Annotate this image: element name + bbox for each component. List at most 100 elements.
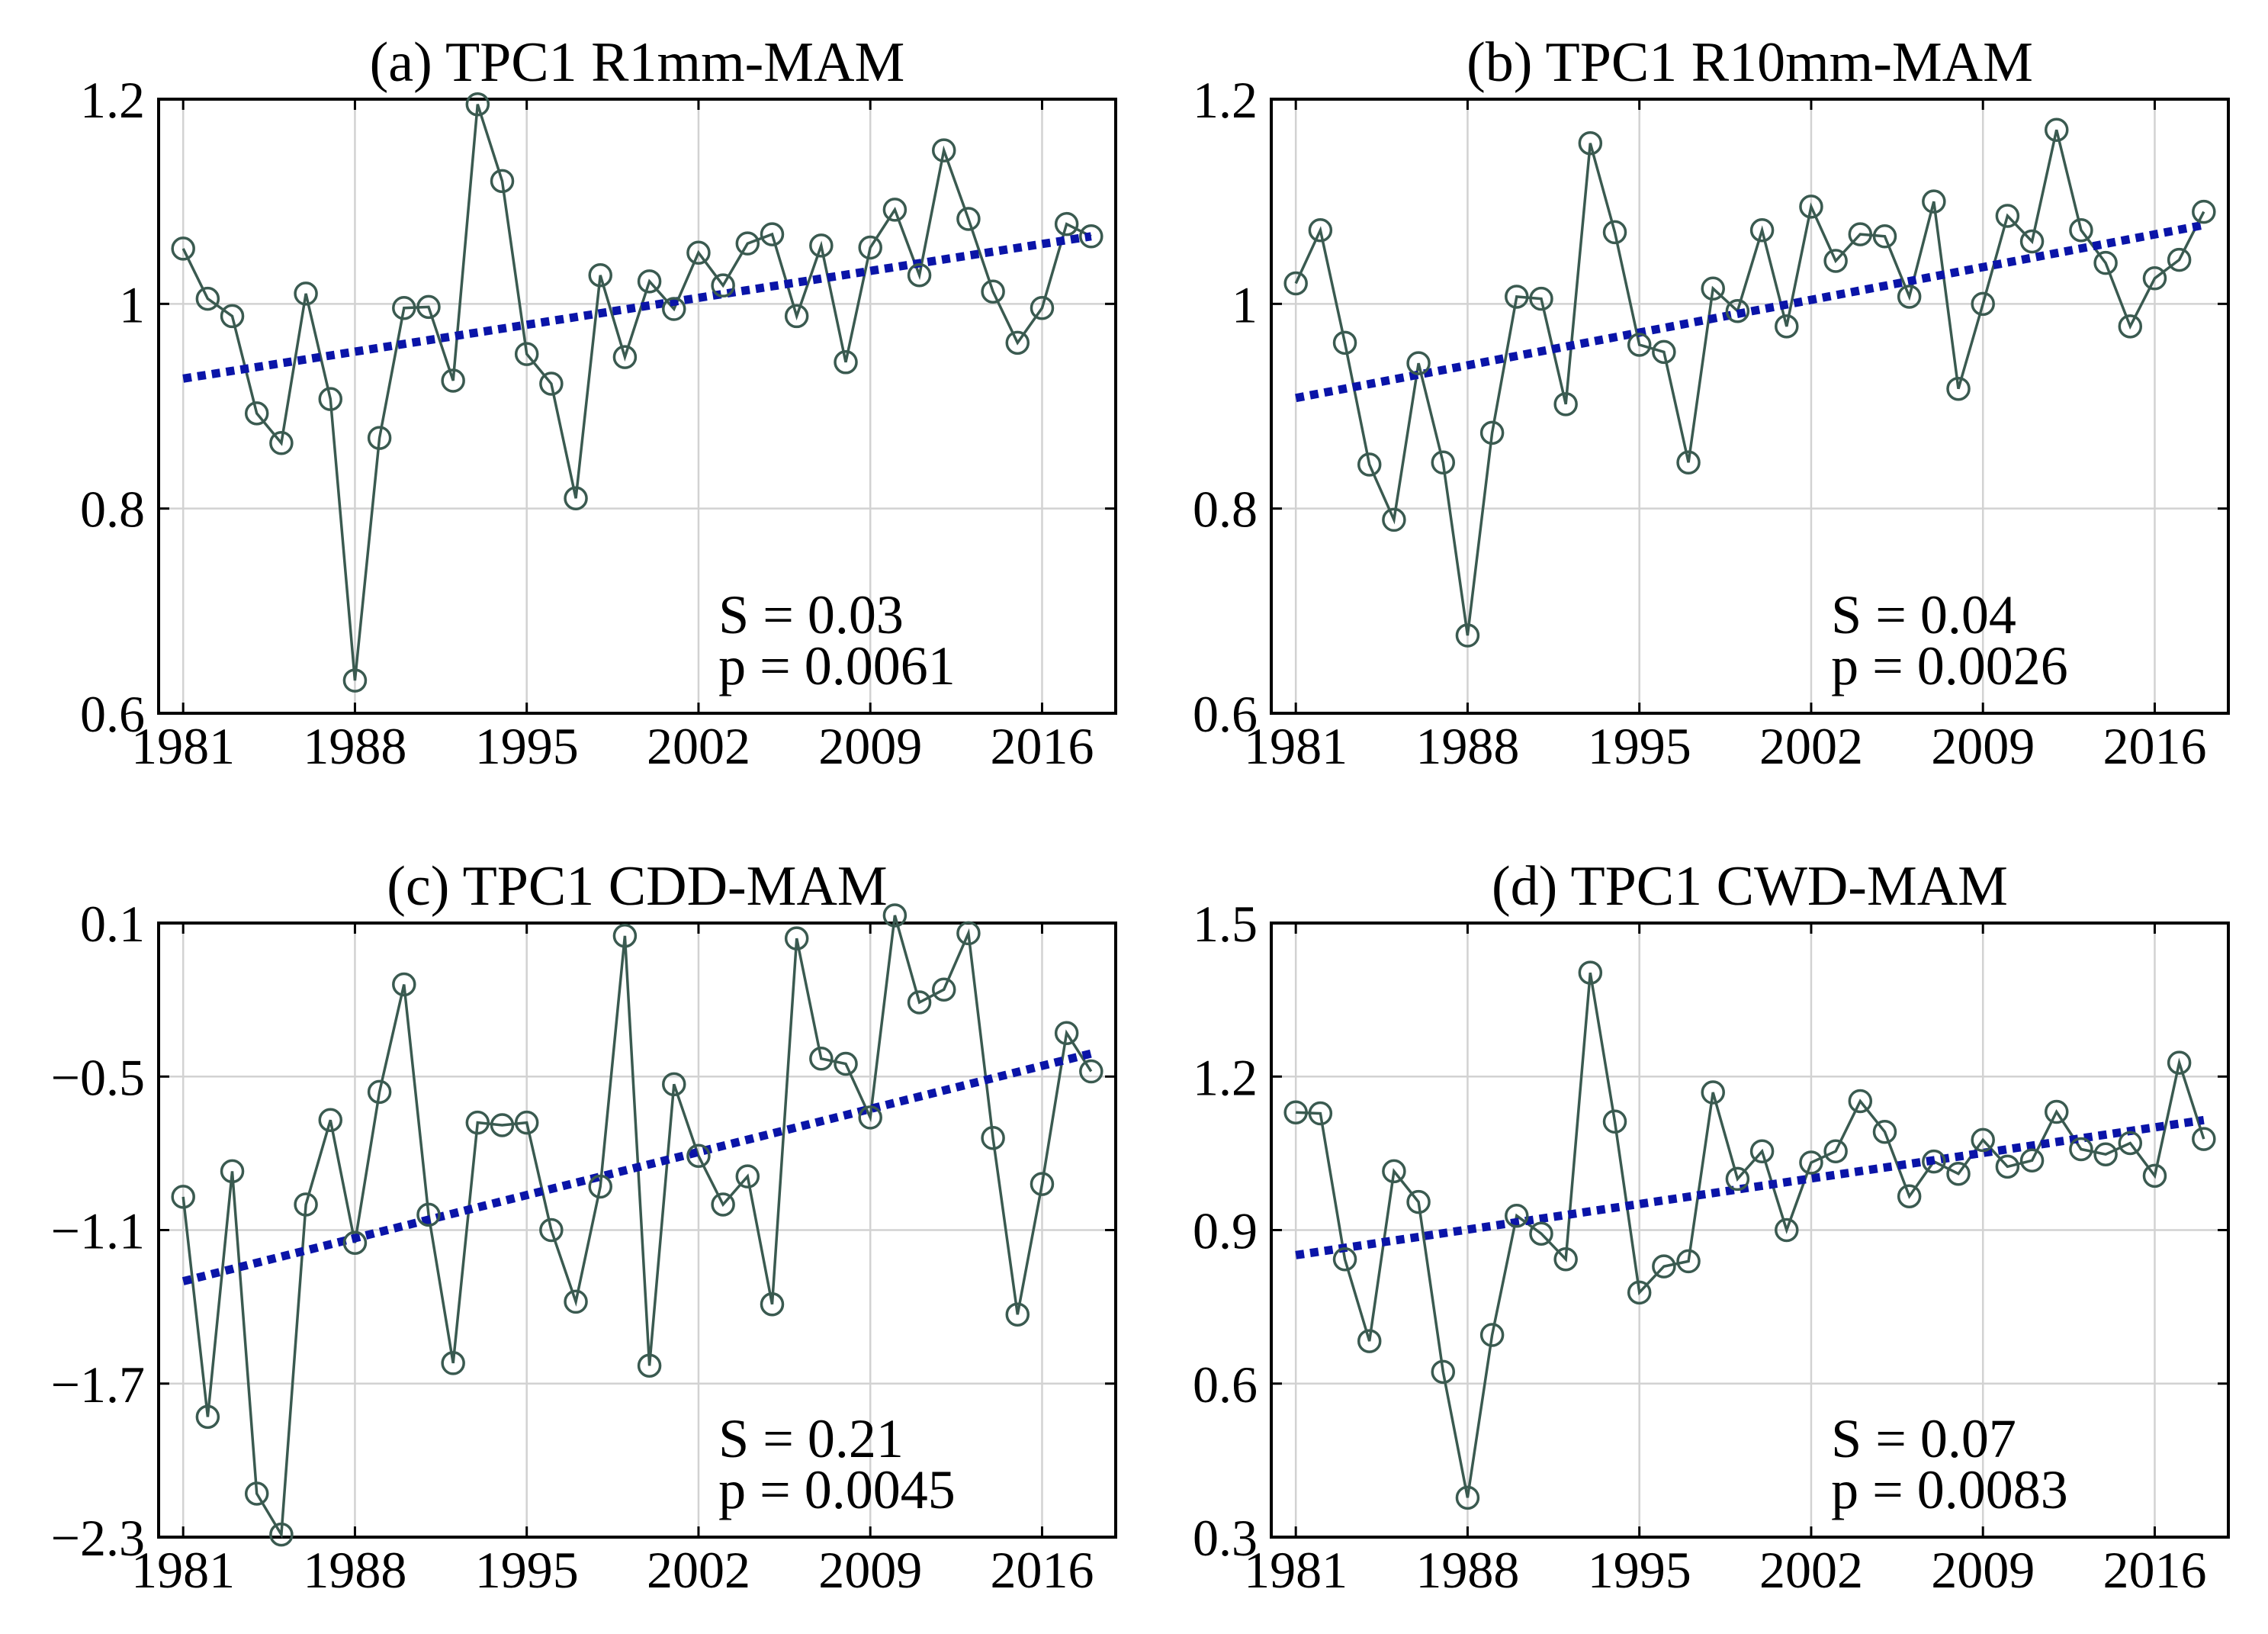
series-line-c (182, 915, 1093, 1539)
y-tick-label: −0.5 (51, 1048, 145, 1106)
data-point (244, 1481, 269, 1506)
data-point (367, 1079, 392, 1105)
data-point (1283, 271, 1308, 296)
axes-frame-b (1270, 98, 2230, 715)
data-point (1382, 1159, 1406, 1184)
x-tick-label: 1981 (1244, 717, 1348, 775)
trend-line-b (1295, 220, 2205, 403)
panel-title-c: (c) TPC1 CDD-MAM (387, 855, 887, 918)
data-point (1701, 1080, 1725, 1105)
data-point (1529, 286, 1553, 311)
data-point (269, 1522, 294, 1547)
x-tick-label: 2009 (1931, 717, 2035, 775)
data-point (195, 286, 220, 311)
data-point (1946, 376, 1971, 401)
panel-b: (b) TPC1 R10mm-MAM 1981 1988 1995 2002 2009 20… (1193, 31, 2230, 775)
data-point (294, 1192, 318, 1217)
x-tick-label: 2002 (1759, 717, 1863, 775)
y-tick-label: 1.5 (1193, 895, 1258, 953)
data-point (1505, 285, 1529, 309)
data-point (514, 1110, 539, 1135)
data-point (392, 972, 416, 997)
x-tick-label: 2002 (1759, 1541, 1863, 1599)
data-point (441, 1351, 465, 1375)
x-tick-label: 1995 (1588, 717, 1691, 775)
annotation-slope-d: S = 0.07 (1831, 1408, 2016, 1469)
data-point (1479, 1323, 1505, 1347)
annotation-pvalue-c: p = 0.0045 (718, 1459, 956, 1520)
x-tick-label: 1981 (131, 1541, 235, 1599)
data-point (981, 279, 1005, 304)
data-point (1749, 1139, 1775, 1163)
data-point (1308, 1101, 1333, 1126)
y-tick-label: 1.2 (80, 71, 145, 129)
data-point (784, 304, 809, 329)
data-point (2192, 1127, 2216, 1151)
data-point (1431, 1359, 1456, 1385)
x-tick-label: 1988 (303, 717, 406, 775)
data-point (612, 924, 638, 948)
x-tick-label: 2009 (818, 1541, 922, 1599)
data-point (1823, 1139, 1848, 1163)
data-point (171, 1185, 195, 1209)
data-point (588, 263, 612, 288)
data-point (539, 1217, 564, 1243)
data-point (514, 342, 539, 366)
data-point (662, 297, 686, 321)
data-point (1357, 452, 1382, 477)
x-tick-label: 1995 (475, 1541, 579, 1599)
data-point (809, 1047, 834, 1071)
data-point (2142, 266, 2167, 291)
data-point (1799, 195, 1823, 219)
data-point (784, 926, 809, 950)
x-tick-label: 1995 (475, 717, 579, 775)
x-tick-label: 1988 (303, 1541, 406, 1599)
data-point (1823, 249, 1848, 273)
annotation-pvalue-a: p = 0.0061 (718, 635, 956, 696)
data-point (637, 269, 662, 294)
data-point (564, 486, 588, 510)
data-point (1602, 220, 1627, 245)
y-tick-label: −1.1 (51, 1202, 145, 1260)
data-point (2019, 229, 2045, 254)
data-point (342, 668, 368, 693)
data-point (1971, 1127, 1995, 1153)
data-point (1971, 291, 1995, 317)
data-point (1005, 330, 1030, 355)
data-point (1030, 295, 1055, 320)
data-point (1079, 224, 1103, 249)
data-point (342, 1230, 368, 1256)
data-point (1725, 1166, 1750, 1192)
data-point (441, 368, 465, 393)
data-point (2044, 1099, 2069, 1124)
data-point (1332, 1246, 1357, 1272)
series-line-b (1294, 129, 2205, 636)
data-point (711, 273, 735, 298)
data-point (171, 236, 195, 261)
data-point (1553, 1246, 1578, 1272)
data-point (2019, 1148, 2045, 1173)
data-point (1676, 450, 1701, 475)
data-point (1357, 1329, 1382, 1353)
data-point (1725, 298, 1750, 323)
data-point (1749, 217, 1775, 243)
data-point (735, 1164, 760, 1189)
data-point (834, 350, 858, 375)
data-point (1054, 211, 1079, 236)
data-point (244, 401, 269, 426)
data-point (490, 1113, 515, 1137)
data-point (1005, 1302, 1030, 1327)
panel-title-d: (d) TPC1 CWD-MAM (1492, 855, 2008, 918)
annotation-slope-c: S = 0.21 (718, 1408, 904, 1469)
x-tick-label: 2016 (2103, 717, 2206, 775)
x-tick-label: 1981 (131, 717, 235, 775)
data-point (2142, 1163, 2167, 1189)
data-point (1479, 420, 1505, 445)
data-point (2044, 117, 2069, 142)
data-point (1529, 1221, 1553, 1246)
data-point (1799, 1150, 1823, 1175)
data-point (367, 426, 392, 450)
y-tick-label: 0.8 (80, 481, 145, 539)
x-tick-label: 2009 (818, 717, 922, 775)
data-point (1922, 1149, 1946, 1174)
